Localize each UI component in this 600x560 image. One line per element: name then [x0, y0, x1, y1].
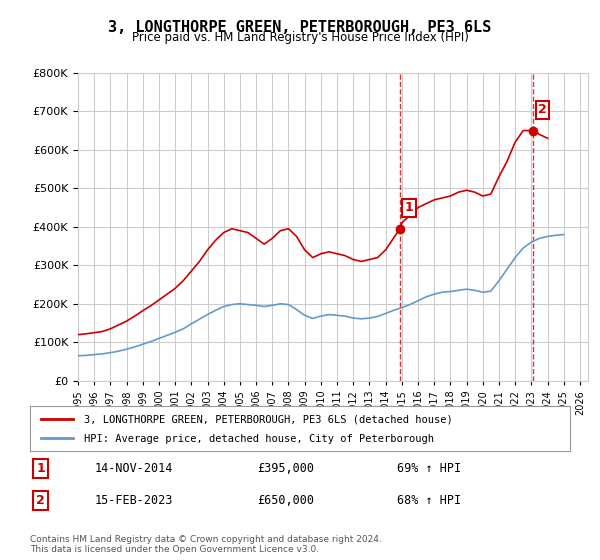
Text: 68% ↑ HPI: 68% ↑ HPI — [397, 494, 461, 507]
Text: 1: 1 — [405, 202, 413, 214]
Text: 14-NOV-2014: 14-NOV-2014 — [95, 462, 173, 475]
Text: HPI: Average price, detached house, City of Peterborough: HPI: Average price, detached house, City… — [84, 434, 434, 444]
Text: £650,000: £650,000 — [257, 494, 314, 507]
Text: 3, LONGTHORPE GREEN, PETERBOROUGH, PE3 6LS: 3, LONGTHORPE GREEN, PETERBOROUGH, PE3 6… — [109, 20, 491, 35]
Text: 3, LONGTHORPE GREEN, PETERBOROUGH, PE3 6LS (detached house): 3, LONGTHORPE GREEN, PETERBOROUGH, PE3 6… — [84, 414, 453, 424]
Text: £395,000: £395,000 — [257, 462, 314, 475]
Text: 15-FEB-2023: 15-FEB-2023 — [95, 494, 173, 507]
Text: Price paid vs. HM Land Registry's House Price Index (HPI): Price paid vs. HM Land Registry's House … — [131, 31, 469, 44]
Text: 2: 2 — [538, 103, 547, 116]
Text: Contains HM Land Registry data © Crown copyright and database right 2024.
This d: Contains HM Land Registry data © Crown c… — [30, 535, 382, 554]
Text: 1: 1 — [37, 462, 45, 475]
Text: 69% ↑ HPI: 69% ↑ HPI — [397, 462, 461, 475]
Text: 2: 2 — [37, 494, 45, 507]
